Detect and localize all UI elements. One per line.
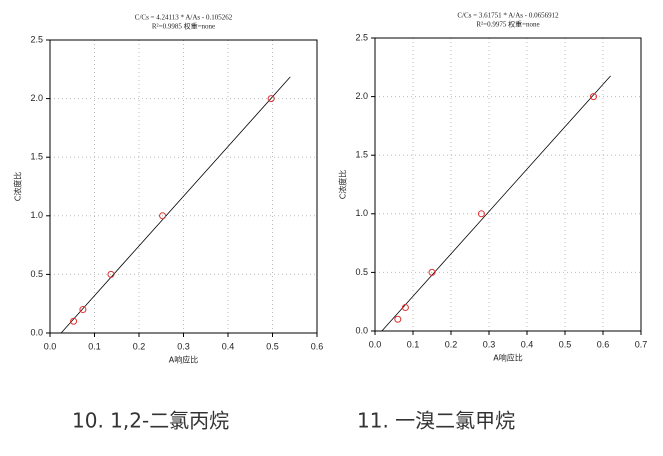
x-tick-label: 0.2 bbox=[133, 341, 146, 351]
y-axis-label: C浓度比 bbox=[13, 172, 23, 202]
data-point bbox=[159, 212, 167, 220]
data-point bbox=[428, 268, 436, 276]
data-point bbox=[590, 93, 597, 101]
x-tick-label: 0.0 bbox=[44, 341, 57, 351]
x-tick-label: 0.3 bbox=[483, 339, 496, 349]
caption: 10. 1,2-二氯丙烷 bbox=[72, 409, 229, 433]
data-point bbox=[79, 306, 87, 314]
x-tick-label: 0.3 bbox=[177, 341, 190, 351]
y-tick-label: 1.5 bbox=[30, 152, 43, 162]
y-tick-label: 2.5 bbox=[355, 32, 368, 42]
y-tick-label: 2.0 bbox=[30, 93, 43, 103]
data-point bbox=[267, 95, 275, 103]
x-axis-label: A响应比 bbox=[493, 353, 522, 363]
x-tick-label: 0.1 bbox=[88, 341, 101, 351]
data-point bbox=[107, 270, 115, 278]
y-tick-label: 0.5 bbox=[355, 267, 368, 277]
x-axis-label: A响应比 bbox=[169, 355, 198, 365]
x-tick-label: 0.4 bbox=[222, 341, 235, 351]
fit-line bbox=[381, 75, 611, 332]
data-point bbox=[394, 315, 402, 323]
chart-subtitle: R²=0.9985 权重=none bbox=[152, 22, 215, 31]
chart: 0.0 0.1 0.2 0.3 0.4 0.5 0.6 0.0 0.5 1.0 1.5 2.0 2.5 C… bbox=[13, 14, 324, 365]
chart-title: C/Cs = 3.61751 * A/As - 0.0656912 bbox=[457, 12, 559, 20]
chart: 0.0 0.1 0.2 0.3 0.4 0.5 0.6 0.7 0.0 0.5 1.0 1.5 2.0 2… bbox=[338, 12, 648, 363]
x-tick-label: 0.5 bbox=[266, 341, 279, 351]
chart-subtitle: R²=0.9975 权重=none bbox=[476, 20, 539, 29]
y-tick-label: 2.5 bbox=[30, 34, 43, 44]
x-tick-label: 0.6 bbox=[597, 339, 610, 349]
y-tick-label: 0.0 bbox=[30, 327, 43, 337]
plot-frame bbox=[49, 39, 318, 334]
y-tick-label: 0.5 bbox=[30, 269, 43, 279]
data-point bbox=[477, 210, 485, 218]
x-tick-label: 0.4 bbox=[521, 339, 534, 349]
y-tick-label: 1.0 bbox=[30, 210, 43, 220]
data-point bbox=[70, 317, 78, 325]
x-tick-label: 0.0 bbox=[369, 339, 382, 349]
x-tick-label: 0.5 bbox=[559, 339, 572, 349]
x-tick-label: 0.1 bbox=[407, 339, 420, 349]
y-tick-label: 1.5 bbox=[355, 150, 368, 160]
y-tick-label: 0.0 bbox=[355, 325, 368, 335]
chart-title: C/Cs = 4.24113 * A/As - 0.105262 bbox=[135, 14, 233, 22]
y-tick-label: 2.0 bbox=[355, 91, 368, 101]
x-tick-label: 0.7 bbox=[635, 339, 648, 349]
x-tick-label: 0.6 bbox=[311, 341, 324, 351]
data-point bbox=[401, 304, 409, 312]
x-tick-label: 0.2 bbox=[445, 339, 458, 349]
caption: 11. 一溴二氯甲烷 bbox=[357, 409, 515, 433]
y-axis-label: C浓度比 bbox=[338, 170, 348, 200]
plot-frame bbox=[374, 37, 642, 332]
fit-line bbox=[60, 76, 291, 334]
y-tick-label: 1.0 bbox=[355, 208, 368, 218]
